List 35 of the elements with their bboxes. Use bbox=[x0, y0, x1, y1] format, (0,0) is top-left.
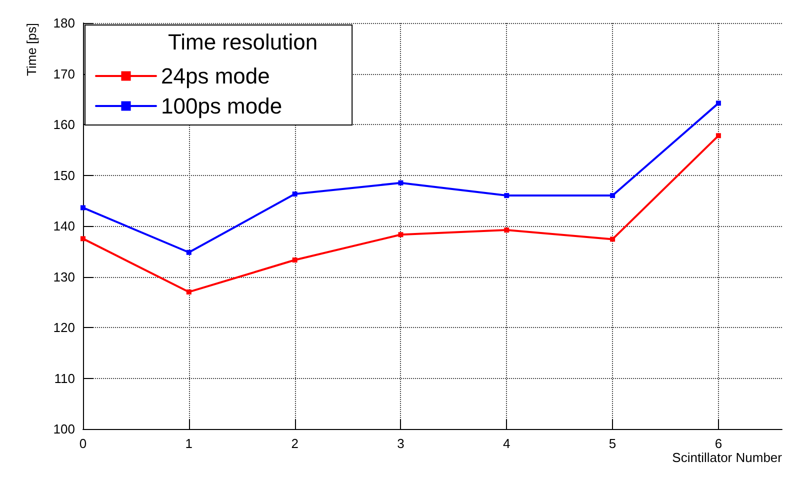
point bbox=[716, 100, 721, 106]
point bbox=[186, 250, 192, 255]
x-tick-label: 6 bbox=[714, 436, 722, 451]
x-tick-label: 3 bbox=[397, 436, 404, 451]
y-tick-label: 150 bbox=[53, 168, 75, 183]
point bbox=[610, 193, 616, 198]
legend-label: 100ps mode bbox=[161, 94, 282, 118]
y-tick-label: 160 bbox=[53, 117, 75, 132]
point bbox=[398, 232, 404, 238]
y-tick-label: 100 bbox=[53, 422, 75, 436]
point bbox=[292, 258, 298, 263]
point bbox=[504, 193, 510, 198]
x-axis-title: Scintillator Number bbox=[672, 450, 783, 465]
x-tick-label: 1 bbox=[185, 436, 193, 451]
y-tick-label: 130 bbox=[53, 269, 75, 284]
y-tick-label: 140 bbox=[53, 218, 75, 234]
x-tick-label: 0 bbox=[79, 436, 87, 451]
x-tick-label: 2 bbox=[291, 436, 298, 451]
y-tick-label: 170 bbox=[53, 66, 75, 82]
point bbox=[80, 205, 86, 210]
point bbox=[80, 236, 86, 242]
y-axis-title: Time [ps] bbox=[24, 23, 39, 76]
y-tick-label: 110 bbox=[54, 370, 75, 386]
y-tick-label: 120 bbox=[53, 320, 75, 335]
point bbox=[610, 236, 616, 242]
x-tick-label: 4 bbox=[503, 436, 510, 451]
x-tick-label: 5 bbox=[608, 436, 616, 451]
point bbox=[292, 192, 298, 197]
point bbox=[716, 133, 721, 138]
point bbox=[186, 289, 192, 294]
point bbox=[504, 228, 510, 233]
y-tick-label: 180 bbox=[53, 16, 75, 30]
point bbox=[398, 180, 404, 186]
legend-label: 24ps mode bbox=[161, 64, 270, 88]
legend-title: Time resolution bbox=[168, 30, 318, 54]
